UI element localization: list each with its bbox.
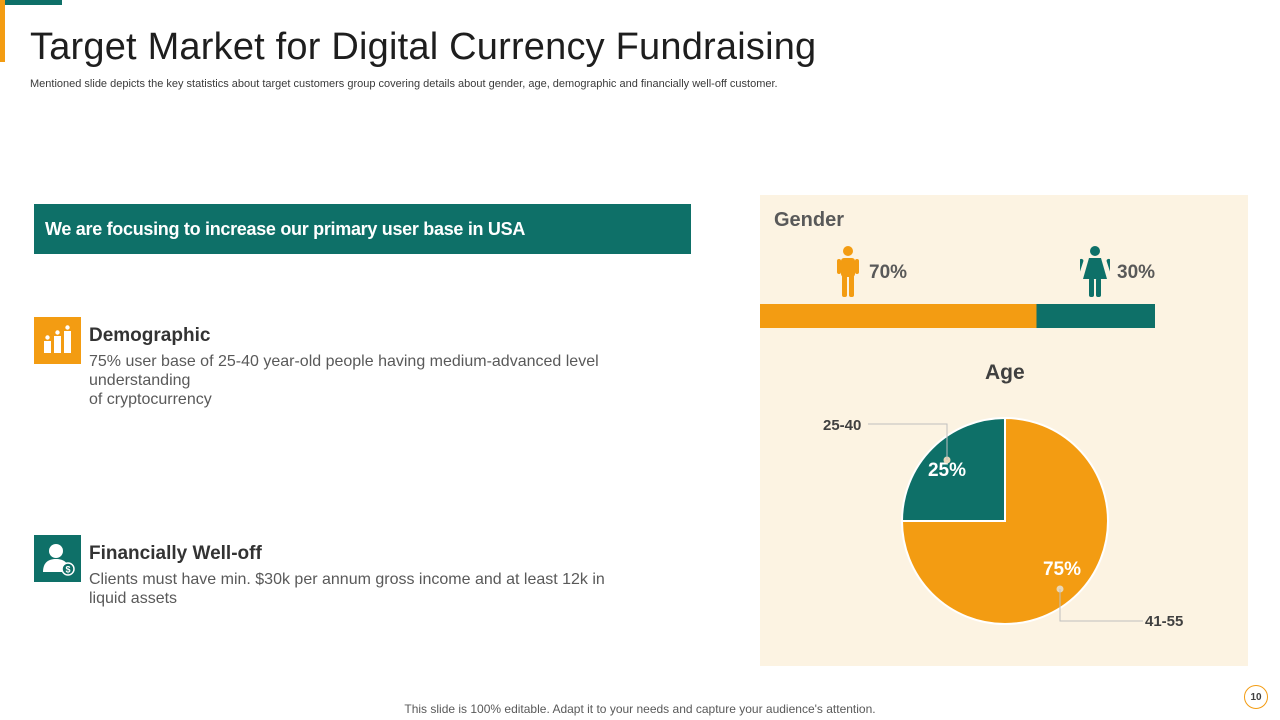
pie-category-label: 41-55	[1145, 613, 1183, 630]
page-number-text: 10	[1250, 691, 1262, 703]
bar-chart-icon	[34, 317, 81, 364]
pie-value-label: 25%	[928, 460, 966, 481]
leader-line	[1059, 589, 1143, 622]
financial-line: Clients must have min. $30k per annum gr…	[89, 571, 605, 588]
user-dollar-icon: $	[34, 535, 81, 582]
gender-bar	[760, 304, 1155, 328]
financial-line: liquid assets	[89, 590, 178, 607]
pie-slice-25-40	[900, 416, 1006, 522]
left-accent-bar	[0, 0, 5, 62]
footer-note: This slide is 100% editable. Adapt it to…	[404, 702, 876, 716]
focus-banner-text: We are focusing to increase our primary …	[45, 218, 526, 239]
female-percentage: 30%	[1117, 262, 1156, 283]
demographic-description: 75% user base of 25-40 year-old people h…	[89, 352, 609, 409]
demographic-line: understanding	[89, 372, 191, 389]
financial-section: $ Financially Well-off Clients must have…	[34, 535, 634, 615]
financial-description: Clients must have min. $30k per annum gr…	[89, 570, 609, 608]
male-icon	[837, 246, 859, 297]
female-icon	[1080, 246, 1110, 297]
male-percentage: 70%	[869, 262, 908, 283]
page-number: 10	[1244, 685, 1268, 709]
pie-value-label: 75%	[1043, 559, 1081, 580]
pie-category-label: 25-40	[823, 417, 861, 434]
leader-line	[868, 423, 948, 460]
gender-bar-male	[760, 304, 1037, 328]
demographic-section: Demographic 75% user base of 25-40 year-…	[34, 317, 634, 417]
demographic-title: Demographic	[89, 325, 211, 346]
top-accent-bar	[0, 0, 62, 5]
focus-banner: We are focusing to increase our primary …	[34, 204, 691, 254]
gender-bar-female	[1036, 304, 1155, 328]
svg-text:$: $	[65, 564, 70, 574]
financial-title: Financially Well-off	[89, 543, 262, 564]
gender-title: Gender	[774, 209, 845, 231]
page-title: Target Market for Digital Currency Fundr…	[30, 26, 817, 68]
age-chart-title: Age	[985, 361, 1025, 384]
demographic-line: 75% user base of 25-40 year-old people h…	[89, 353, 599, 370]
pie-slice-41-55	[900, 416, 1109, 625]
page-subtitle: Mentioned slide depicts the key statisti…	[30, 78, 778, 90]
age-pie-chart: 25% 75% 25-40 41-55	[823, 416, 1183, 630]
demographic-line: of cryptocurrency	[89, 391, 212, 408]
